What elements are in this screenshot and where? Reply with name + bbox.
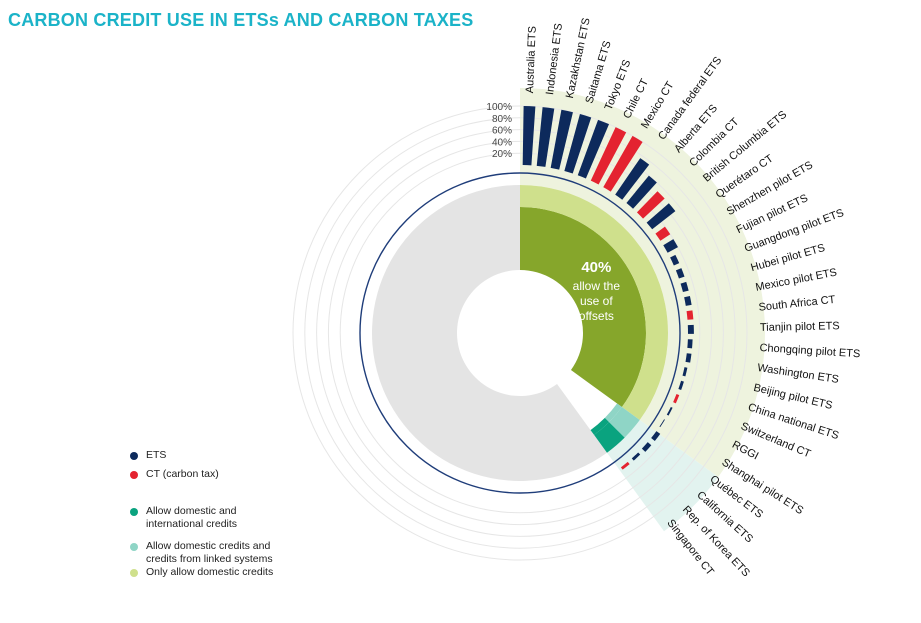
jurisdiction-label: Indonesia ETS — [544, 23, 565, 96]
bar-guangdong-pilot-ets — [675, 268, 685, 279]
center-text-line: allow the — [573, 279, 621, 293]
scale-ring — [327, 140, 713, 526]
bar-mexico-ct — [603, 135, 643, 192]
dom-intl-core-sector — [590, 417, 610, 435]
scale-ring — [292, 105, 748, 561]
bar-mexico-pilot-ets — [684, 295, 692, 306]
bar-chile-ct — [590, 127, 627, 185]
linked-intl-label-band — [606, 419, 719, 532]
scale-tick-labels: 100%80%60%40%20% — [486, 102, 512, 160]
bar-rep-of-korea-ets — [631, 452, 641, 461]
jurisdiction-bars — [522, 106, 694, 470]
scale-tick-label: 60% — [492, 126, 512, 137]
bar-quer-taro-ct — [655, 226, 671, 241]
dom-intl-legend-dot — [130, 508, 138, 516]
bar-hubei-pilot-ets — [680, 281, 689, 293]
bar-washington-ets — [685, 353, 692, 363]
core-donut — [359, 172, 681, 494]
jurisdiction-label: Mexico pilot ETS — [755, 267, 838, 294]
jurisdiction-label: South Africa CT — [758, 294, 836, 314]
jurisdiction-label: RGGI — [730, 439, 760, 463]
bar-tianjin-pilot-ets — [687, 324, 694, 334]
bar-singapore-ct — [620, 461, 630, 470]
scale-tick-label: 20% — [492, 149, 512, 160]
legend-ct-label: CT (carbon tax) — [146, 468, 219, 480]
jurisdiction-label: Tianjin pilot ETS — [760, 320, 840, 334]
bar-switzerland-ct — [673, 394, 680, 404]
bar-alberta-ets — [626, 175, 657, 209]
scale-tick-label: 100% — [486, 102, 512, 113]
scale-tick-label: 80% — [492, 114, 512, 125]
jurisdiction-label: Washington ETS — [757, 362, 840, 386]
legend-ets-label: ETS — [146, 449, 167, 461]
linked-credits-ring — [609, 407, 640, 438]
allow-offsets-core-sector — [520, 207, 646, 408]
bar-british-columbia-ets — [646, 203, 676, 230]
scale-grid-rings — [292, 105, 748, 561]
scale-tick-label: 40% — [492, 137, 512, 148]
domestic-credits-ring — [520, 185, 668, 420]
bar-canada-federal-ets — [615, 158, 650, 200]
bar-fujian-pilot-ets — [670, 254, 680, 266]
linked-core-sector — [604, 403, 622, 423]
bar-saitama-ets — [564, 114, 592, 174]
ct-legend-dot — [130, 471, 138, 479]
dom-intl-credits-ring — [594, 422, 625, 453]
chart-title: CARBON CREDIT USE IN ETSs AND CARBON TAX… — [8, 10, 474, 30]
ets-legend-dot — [130, 452, 138, 460]
bar-colombia-ct — [636, 191, 665, 219]
legend-dom-intl-label: Allow domestic and international credits — [146, 505, 238, 530]
scale-ring — [339, 152, 701, 514]
bar-kazakhstan-ets — [550, 109, 573, 170]
outer-ring-line — [359, 172, 681, 494]
bar-shenzhen-pilot-ets — [663, 239, 678, 253]
jurisdiction-label: Australia ETS — [524, 26, 539, 94]
center-percent: 40% — [581, 259, 611, 276]
scale-ring — [304, 117, 736, 549]
bar-qu-bec-ets — [651, 431, 661, 441]
linked-legend-dot — [130, 543, 138, 551]
bar-beijing-pilot-ets — [682, 367, 688, 377]
domestic-legend-dot — [130, 569, 138, 577]
bar-china-national-ets — [678, 380, 684, 391]
bar-rggi — [666, 406, 673, 416]
bar-chongqing-pilot-ets — [687, 339, 693, 349]
bar-tokyo-ets — [577, 119, 610, 179]
center-text-line: offsets — [579, 309, 614, 323]
bar-california-ets — [641, 442, 652, 452]
jurisdiction-label: Chongqing pilot ETS — [759, 342, 860, 360]
bar-south-africa-ct — [686, 310, 694, 320]
center-text-line: use of — [580, 294, 613, 308]
bar-shanghai-pilot-ets — [659, 419, 665, 428]
legend-domestic-label: Only allow domestic credits — [146, 566, 274, 578]
no-offsets-sector — [372, 185, 607, 481]
legend-linked-label: Allow domestic credits and credits from … — [146, 540, 273, 565]
bar-australia-ets — [522, 106, 536, 166]
bar-indonesia-ets — [536, 107, 555, 167]
scale-ring — [316, 129, 724, 537]
